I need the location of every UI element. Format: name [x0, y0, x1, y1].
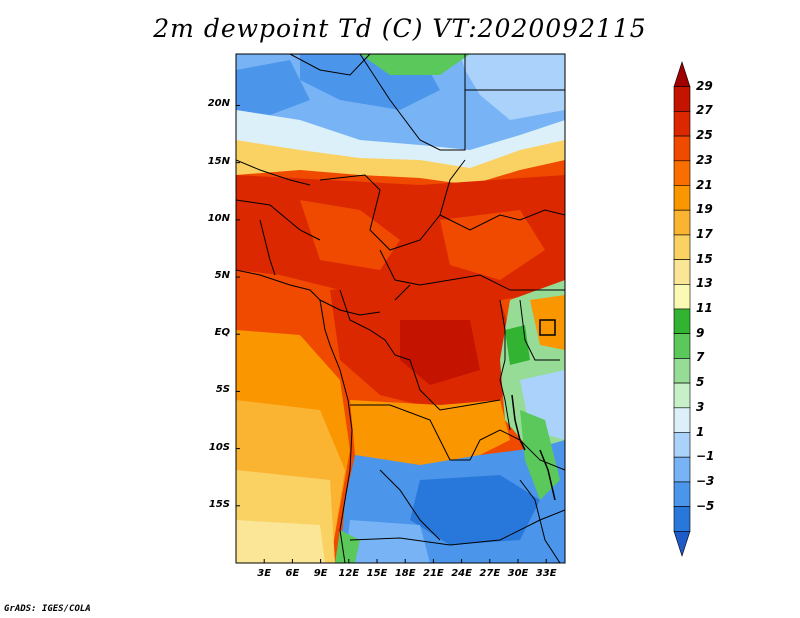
- colorbar-segment: [673, 185, 691, 211]
- colorbar-label: 15: [696, 251, 713, 266]
- colorbar-label: 29: [696, 78, 713, 93]
- lon-label: 33E: [535, 568, 557, 579]
- colorbar-segment: [673, 86, 691, 112]
- colorbar-segment: [673, 284, 691, 310]
- colorbar-segment: [673, 333, 691, 359]
- colorbar-segment: [673, 407, 691, 433]
- lon-label: 27E: [479, 568, 501, 579]
- colorbar-label: −1: [696, 449, 715, 464]
- colorbar: [673, 61, 691, 557]
- colorbar-segment: [673, 432, 691, 458]
- colorbar-label: 21: [696, 177, 713, 192]
- colorbar-segment: [673, 111, 691, 137]
- colorbar-segment: [673, 135, 691, 162]
- lon-label: 9E: [313, 568, 328, 579]
- lat-label: 20N: [207, 98, 230, 110]
- lat-label: 15N: [207, 155, 230, 167]
- lon-label: 15E: [366, 568, 388, 579]
- colorbar-segment: [673, 160, 691, 186]
- lon-label: 30E: [507, 568, 529, 579]
- colorbar-label: 19: [696, 202, 713, 217]
- colorbar-label: −3: [696, 473, 715, 488]
- grads-credit: GrADS: IGES/COLA: [4, 604, 91, 614]
- lon-label: 21E: [423, 568, 444, 579]
- colorbar-label: 1: [696, 424, 705, 439]
- colorbar-label: 3: [696, 399, 705, 414]
- colorbar-label: 23: [696, 152, 713, 167]
- colorbar-label: 11: [696, 301, 713, 315]
- lat-label: 15S: [208, 498, 230, 510]
- colorbar-label: 25: [696, 128, 713, 143]
- colorbar-segment: [673, 506, 691, 532]
- lon-label: 6E: [285, 568, 300, 579]
- dewpoint-field: [236, 54, 565, 563]
- colorbar-label: −5: [696, 498, 715, 513]
- lake-outlines: [511, 319, 556, 501]
- lat-label: 10N: [207, 212, 230, 224]
- axis-ticks: [236, 104, 547, 563]
- colorbar-segment: [673, 209, 691, 236]
- lon-label: 18E: [394, 568, 416, 579]
- map-frame: [235, 53, 566, 564]
- lat-label: 5N: [214, 270, 230, 282]
- colorbar-segment: [673, 61, 691, 87]
- lon-label: 24E: [451, 568, 472, 579]
- colorbar-segment: [673, 234, 691, 260]
- colorbar-label: 9: [696, 325, 705, 340]
- colorbar-segment: [673, 531, 691, 557]
- colorbar-label: 7: [696, 350, 705, 365]
- lat-label: 10S: [208, 441, 230, 453]
- colorbar-segment: [673, 259, 691, 285]
- lon-label: 3E: [257, 568, 272, 579]
- lat-label: 5S: [215, 384, 230, 396]
- lon-label: 12E: [338, 568, 360, 579]
- colorbar-label: 17: [696, 226, 713, 241]
- colorbar-segment: [673, 456, 691, 483]
- map-title: 2m dewpoint Td (C) VT:2020092115: [153, 14, 647, 43]
- colorbar-segment: [673, 481, 691, 507]
- colorbar-label: 13: [696, 276, 713, 291]
- lat-label: EQ: [214, 327, 230, 339]
- colorbar-label: 5: [696, 375, 705, 390]
- colorbar-segment: [673, 382, 691, 409]
- colorbar-segment: [673, 358, 691, 384]
- colorbar-segment: [673, 308, 691, 334]
- colorbar-label: 27: [696, 103, 713, 118]
